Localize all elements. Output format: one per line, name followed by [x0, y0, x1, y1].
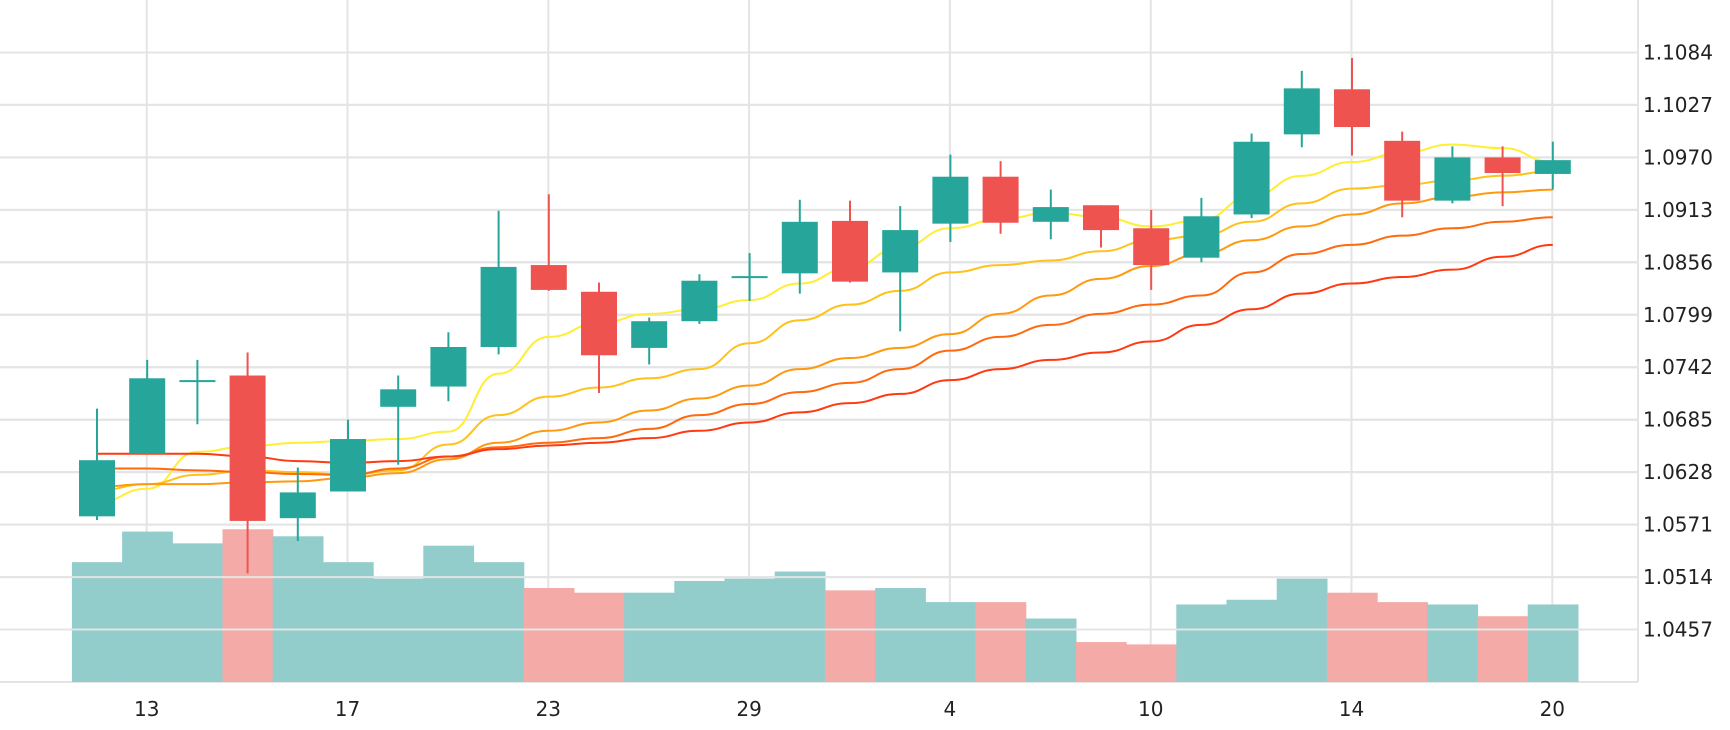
volume-bar	[322, 562, 374, 682]
candle-body	[1233, 141, 1270, 215]
y-tick-label: 1.0856	[1643, 250, 1713, 274]
volume-bar	[1226, 599, 1278, 682]
x-tick-label: 4	[944, 697, 957, 721]
y-tick-label: 1.0628	[1643, 460, 1713, 484]
volume-bar	[423, 545, 475, 682]
volume-bar	[1326, 592, 1378, 682]
candle-body	[380, 389, 417, 407]
volume-bar	[674, 580, 726, 682]
y-tick-label: 1.0571	[1643, 513, 1713, 537]
y-tick-label: 1.0913	[1643, 198, 1713, 222]
x-tick-label: 23	[536, 697, 561, 721]
candle-body	[882, 230, 919, 273]
candle-body	[1384, 140, 1421, 201]
y-tick-label: 1.0742	[1643, 355, 1713, 379]
volume-bar	[1427, 604, 1479, 682]
candle-body	[530, 265, 567, 290]
candle-body	[681, 280, 718, 322]
y-tick-label: 1.0970	[1643, 145, 1713, 169]
candle-body	[480, 266, 517, 347]
x-tick-label: 20	[1540, 697, 1565, 721]
volume-bar	[875, 588, 926, 682]
volume-bar	[1176, 604, 1228, 682]
y-tick-label: 1.0514	[1643, 565, 1713, 589]
candle-body	[1484, 157, 1521, 174]
candle-body	[982, 176, 1019, 223]
volume-bar	[925, 602, 977, 682]
y-tick-label: 1.1027	[1643, 93, 1713, 117]
candle-body	[1334, 89, 1370, 128]
volume-bars	[71, 529, 1579, 682]
candle-body	[932, 176, 969, 224]
candle-body	[581, 291, 617, 356]
x-tick-label: 17	[335, 697, 360, 721]
volume-bar	[1075, 642, 1127, 682]
volume-bar	[774, 571, 826, 682]
x-tick-label: 14	[1339, 697, 1364, 721]
candle-body	[832, 220, 868, 282]
volume-bar	[272, 536, 324, 682]
candle-body	[330, 439, 366, 492]
candle-body	[1083, 205, 1119, 231]
candle-body	[1434, 157, 1471, 201]
volume-bar	[122, 531, 173, 682]
candle-body	[631, 321, 668, 348]
volume-bar	[172, 543, 224, 682]
volume-bar	[1025, 618, 1077, 682]
candles	[79, 57, 1571, 574]
volume-bar	[473, 562, 525, 682]
y-tick-label: 1.1084	[1643, 40, 1713, 64]
volume-bar	[1126, 644, 1177, 682]
volume-bar	[523, 588, 575, 682]
candle-body	[1032, 207, 1069, 222]
candle-body	[179, 380, 216, 383]
volume-bar	[1377, 602, 1428, 682]
candle-body	[279, 492, 316, 519]
candle-body	[731, 276, 768, 279]
candle-body	[79, 460, 115, 517]
volume-bar	[1527, 604, 1579, 682]
candle-body	[1133, 228, 1170, 266]
candle-body	[229, 375, 266, 521]
volume-bar	[71, 562, 123, 682]
x-tick-label: 13	[134, 697, 159, 721]
x-tick-label: 10	[1138, 697, 1163, 721]
candle-body	[430, 346, 467, 387]
y-tick-label: 1.0799	[1643, 303, 1713, 327]
candle-body	[1534, 160, 1571, 174]
y-tick-label: 1.0685	[1643, 408, 1713, 432]
volume-bar	[1477, 616, 1529, 682]
volume-bar	[975, 602, 1027, 682]
candle-body	[1183, 216, 1220, 258]
candle-body	[129, 378, 166, 454]
y-axis-labels: 1.1084 1.1027 1.0970 1.0913 1.0856 1.0799 1.07…	[1643, 40, 1713, 641]
x-tick-label: 29	[736, 697, 761, 721]
volume-bar	[624, 592, 675, 682]
x-axis-labels: 13 17 23 29 4 10 14 20	[134, 697, 1565, 721]
candle-body	[781, 221, 818, 274]
volume-bar	[573, 592, 625, 682]
volume-bar	[824, 590, 876, 682]
y-tick-label: 1.0457	[1643, 618, 1713, 642]
candle-body	[1283, 88, 1320, 135]
